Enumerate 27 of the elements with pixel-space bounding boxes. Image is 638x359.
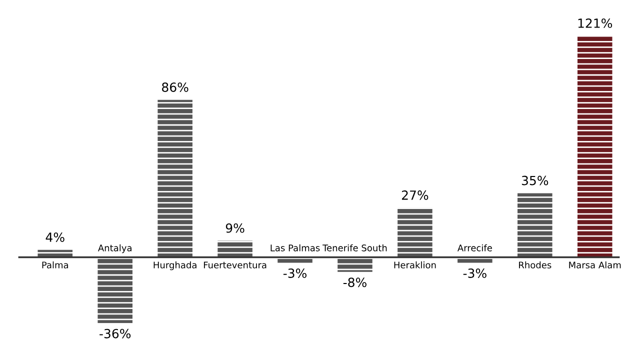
bar [98,257,132,324]
x-tick-label: Marsa Alam [569,261,621,268]
data-label: -36% [100,328,131,338]
x-tick-label: Palma [42,261,68,268]
x-tick-label: Fuerteventura [204,262,266,268]
bar [338,257,372,272]
data-label: -3% [283,268,306,278]
x-tick-label: Las Palmas [270,244,320,252]
data-label: 35% [522,176,548,186]
x-tick-label: Heraklion [394,261,436,268]
bar [577,36,612,258]
bar [158,100,192,258]
data-label: 86% [162,82,188,92]
data-label: -3% [463,268,486,278]
data-label: 9% [226,223,244,233]
x-tick-label: Arrecife [458,244,492,252]
data-label: 121% [578,18,612,28]
data-label: 27% [402,190,428,200]
bar [518,193,552,258]
data-label: -8% [343,278,366,288]
x-tick-label: Antalya [98,244,132,254]
data-label: 4% [46,232,64,242]
bar [398,208,432,258]
bar [218,240,252,258]
x-tick-label: Hurghada [154,261,196,270]
x-tick-label: Rhodes [519,261,552,268]
x-tick-label: Tenerife South [322,244,387,252]
